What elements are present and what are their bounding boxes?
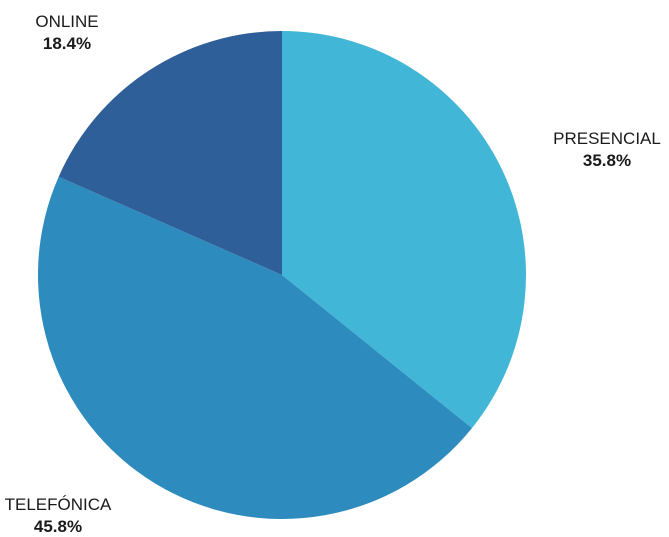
slice-value-label: 18.4% xyxy=(43,34,91,53)
slice-value-label: 35.8% xyxy=(583,151,631,170)
pie-slice-online xyxy=(58,31,282,275)
slice-label: TELEFÓNICA xyxy=(5,495,112,514)
slice-label: ONLINE xyxy=(35,12,98,31)
pie-slice-presencial xyxy=(282,31,526,429)
slice-label: PRESENCIAL xyxy=(553,129,661,148)
pie-labels: PRESENCIAL 35.8% TELEFÓNICA 45.8% ONLINE 18.4… xyxy=(5,12,661,536)
slice-value-label: 45.8% xyxy=(34,517,82,536)
pie-slice-telefnica xyxy=(38,176,472,519)
pie-slices xyxy=(38,31,526,519)
